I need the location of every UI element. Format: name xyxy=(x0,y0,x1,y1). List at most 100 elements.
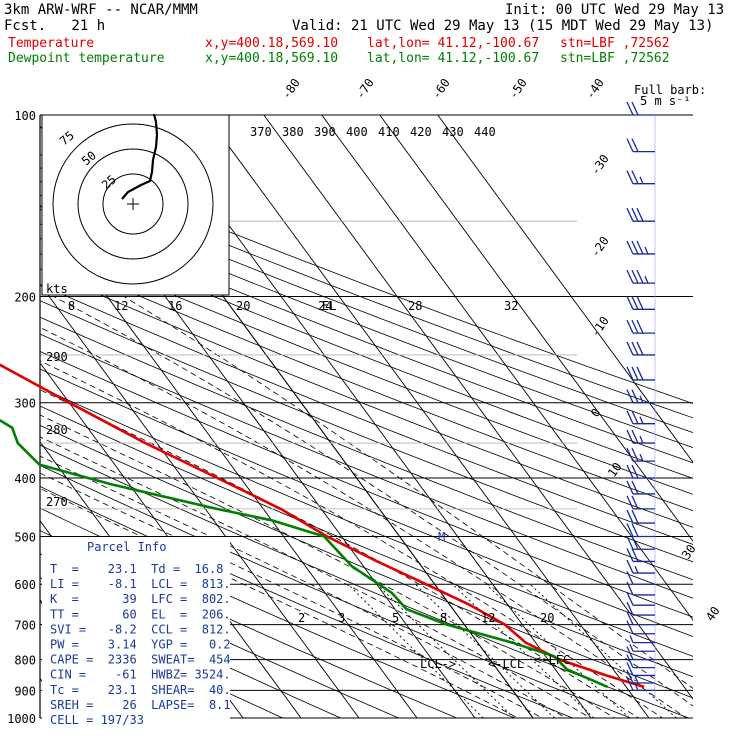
hodograph-axis-label: 12 xyxy=(114,299,128,313)
moist-adiabat xyxy=(123,296,693,689)
barb-full xyxy=(631,509,639,524)
barb-half xyxy=(639,395,644,403)
barb-full xyxy=(631,410,639,424)
barb-full xyxy=(626,581,634,596)
isotherm-label: -30 xyxy=(588,152,612,178)
barb-half xyxy=(639,176,644,184)
hodograph-trace xyxy=(121,113,159,200)
isotherm-label: -50 xyxy=(506,76,530,102)
model-title: 3km ARW-WRF -- NCAR/MMM xyxy=(4,2,198,18)
pressure-tick-label: 700 xyxy=(14,619,36,633)
barb-half xyxy=(644,275,649,284)
barb-full xyxy=(636,269,644,284)
wind-barb xyxy=(626,677,655,692)
dry-adiabat xyxy=(40,424,693,699)
wind-barb xyxy=(626,207,655,222)
barb-half xyxy=(639,416,644,424)
theta-e-label: 440 xyxy=(474,125,496,139)
barb-full xyxy=(626,240,634,255)
lfc-annotation: <-LFC xyxy=(534,653,570,667)
hodograph-ring xyxy=(102,173,164,235)
barb-half xyxy=(634,675,639,684)
isotherm-line xyxy=(321,115,693,621)
isotherm-line xyxy=(40,283,360,718)
lcl-annotation: LCL-> xyxy=(420,657,456,671)
barb-full xyxy=(626,677,634,691)
barb-full xyxy=(636,207,644,222)
theta-e-label: 430 xyxy=(442,125,464,139)
barb-full xyxy=(626,611,634,625)
barb-full xyxy=(631,548,639,562)
mixing-ratio-label: 12 xyxy=(481,611,495,625)
wind-barb xyxy=(626,138,655,153)
pressure-tick-label: 400 xyxy=(14,472,36,486)
hodograph-axis-label: 32 xyxy=(504,299,518,313)
mixing-ratio-label: 3 xyxy=(338,611,345,625)
dry-adiabat xyxy=(40,386,693,657)
dewpoint-curve xyxy=(0,418,609,689)
isotherm-label: -70 xyxy=(353,76,377,102)
isotherm-line xyxy=(437,115,693,463)
barb-full xyxy=(636,240,644,255)
barb-full xyxy=(636,366,644,381)
parcel-info-row: SVI = -8.2 CCL = 812. xyxy=(50,622,231,636)
init-time: Init: 00 UTC Wed 29 May 13 xyxy=(505,2,725,18)
wind-barb xyxy=(626,601,655,616)
wind-barb xyxy=(626,480,655,495)
theta-e-label: 410 xyxy=(378,125,400,139)
barb-full xyxy=(631,207,639,222)
wind-barb xyxy=(626,447,655,462)
barb-full xyxy=(631,480,639,495)
dry-adiabat xyxy=(40,333,693,599)
pressure-tick-label: 100 xyxy=(14,109,36,123)
wind-barb xyxy=(626,495,655,510)
wind-barb xyxy=(626,366,655,381)
wind-barb xyxy=(626,559,655,574)
wind-barb xyxy=(626,654,655,669)
wind-barb xyxy=(626,464,655,479)
barb-full xyxy=(626,341,634,356)
wind-barb xyxy=(626,429,655,444)
barb-full xyxy=(631,269,639,284)
parcel-info-row: CIN = -61 HWBZ= 3524. xyxy=(50,668,231,682)
barb-full xyxy=(626,669,634,684)
dry-adiabat xyxy=(40,208,693,464)
theta-label: 280 xyxy=(46,423,68,437)
mixing-ratio-line xyxy=(415,583,555,718)
barb-full xyxy=(631,296,639,310)
barb-full xyxy=(631,319,639,334)
wind-barb xyxy=(626,581,655,596)
wind-barb xyxy=(626,296,655,310)
barb-full xyxy=(626,429,634,444)
mixing-ratio-line xyxy=(347,583,484,718)
plot-area xyxy=(40,115,693,718)
hodograph-kts-label: kts xyxy=(46,282,68,296)
barb-full xyxy=(626,654,634,668)
pressure-tick-label: 800 xyxy=(14,654,36,668)
moist-adiabat xyxy=(40,455,568,718)
barb-full xyxy=(626,138,634,152)
temperature-legend-label: Temperature xyxy=(8,36,95,51)
parcel-info-row: PW = 3.14 YGP = 0.2 xyxy=(50,638,231,652)
wind-barb xyxy=(626,389,655,404)
wind-barb xyxy=(626,101,655,116)
wind-barb xyxy=(626,509,655,524)
wind-barb xyxy=(629,643,655,652)
barb-half xyxy=(629,643,634,652)
barb-half xyxy=(644,246,649,255)
isotherm-label: 10 xyxy=(605,460,625,480)
wind-barb xyxy=(626,170,655,185)
mixing-ratio-label: 2 xyxy=(298,611,305,625)
lcl-annotation: <-LCL xyxy=(488,657,524,671)
barb-full xyxy=(626,101,634,116)
barb-full xyxy=(626,464,634,479)
barb-full xyxy=(626,170,634,184)
isotherm-label: -80 xyxy=(279,76,303,102)
theta-e-label: 380 xyxy=(282,125,304,139)
barb-full xyxy=(626,410,634,424)
dewpoint-station: stn=LBF ,72562 xyxy=(560,51,670,66)
barb-full xyxy=(626,570,634,585)
barb-full xyxy=(626,366,634,381)
theta-e-label: 400 xyxy=(346,125,368,139)
theta-e-label: 420 xyxy=(410,125,432,139)
